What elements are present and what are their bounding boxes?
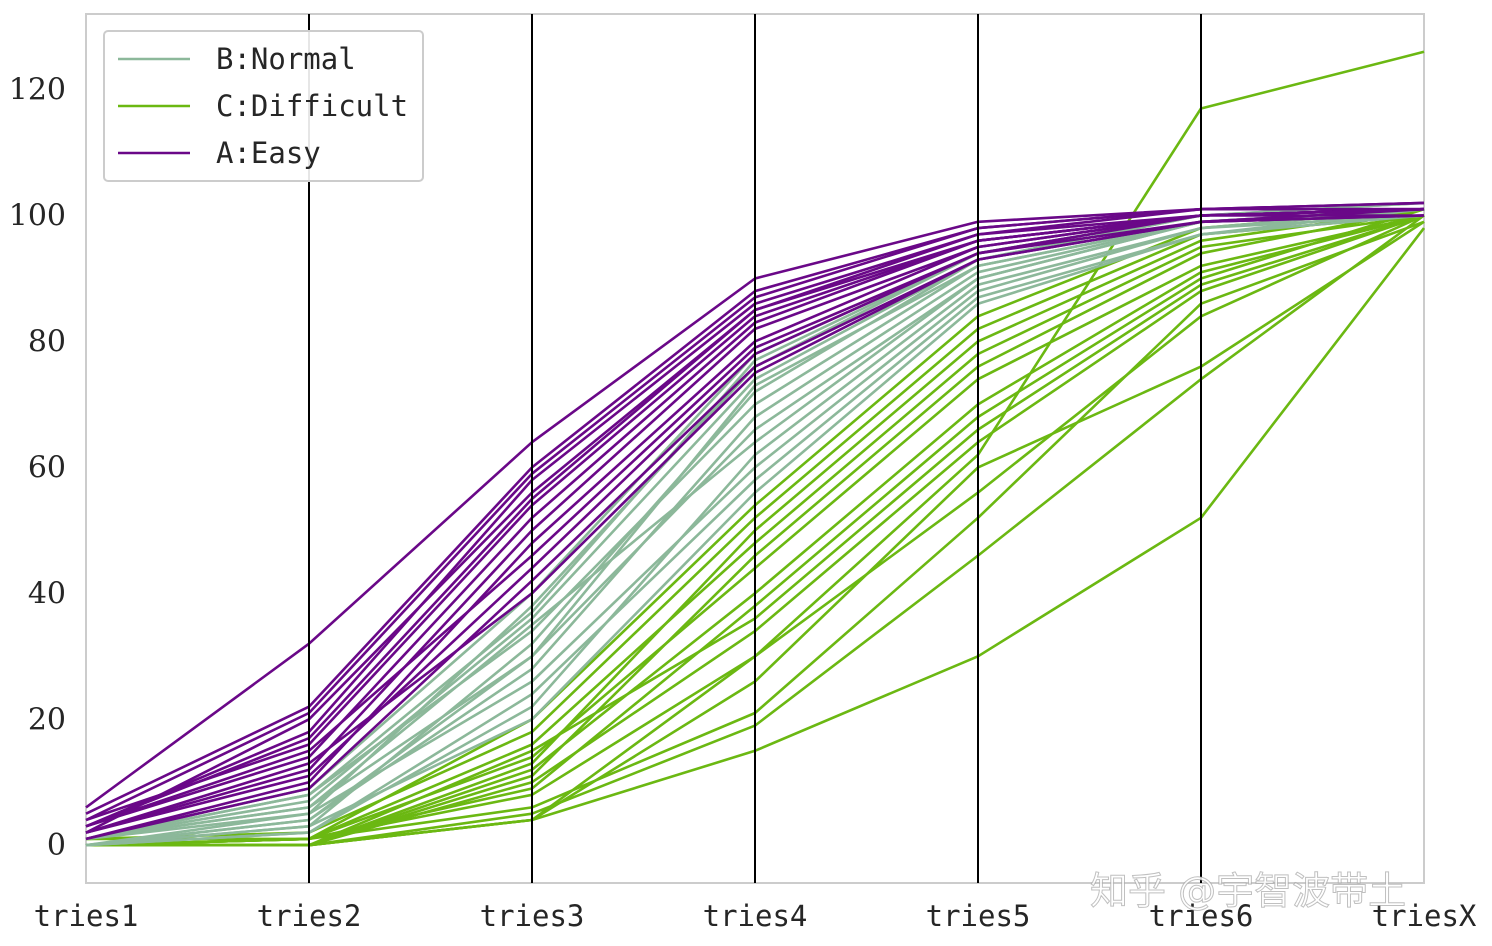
legend-label: C:Difficult	[216, 89, 408, 123]
dimension-label: tries2	[257, 899, 362, 933]
dimension-label: tries5	[926, 899, 1031, 933]
legend: B:Normal C:Difficult A:Easy	[103, 30, 424, 182]
y-tick-labels: 0 20 40 60 80 100 120	[9, 73, 66, 864]
dimension-label: tries6	[1149, 899, 1254, 933]
dimension-label: tries3	[480, 899, 585, 933]
dimension-label: tries4	[703, 899, 808, 933]
dimension-label: triesX	[1372, 899, 1477, 933]
y-tick-label: 60	[28, 450, 66, 485]
watermark: 知乎 @宇智波带土	[1089, 869, 1407, 914]
dimension-axes	[308, 14, 1202, 883]
y-tick-label: 0	[47, 828, 66, 863]
y-tick-label: 100	[9, 199, 66, 234]
legend-label: A:Easy	[216, 136, 321, 170]
legend-box	[103, 30, 424, 182]
y-tick-label: 20	[28, 702, 66, 737]
legend-label: B:Normal	[216, 42, 356, 76]
dimension-label: tries1	[34, 899, 139, 933]
y-tick-label: 40	[28, 576, 66, 611]
y-tick-label: 120	[9, 73, 66, 108]
dimension-labels: tries1 tries2 tries3 tries4 tries5 tries6 trie…	[34, 899, 1477, 933]
y-tick-label: 80	[28, 324, 66, 359]
